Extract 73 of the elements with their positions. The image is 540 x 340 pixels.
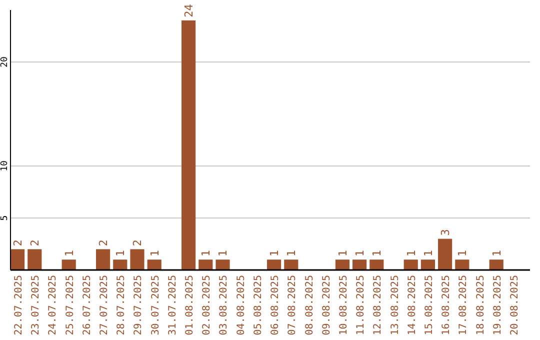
bar <box>62 260 76 270</box>
x-tick-label: 07.08.2025 <box>287 275 298 336</box>
x-tick-label: 13.08.2025 <box>390 275 401 336</box>
data-label: 2 <box>131 240 144 246</box>
x-tick-label: 25.07.2025 <box>64 275 76 336</box>
data-label: 1 <box>422 250 435 257</box>
bar <box>216 260 230 270</box>
bar <box>130 249 144 270</box>
x-tick-label: 18.08.2025 <box>475 275 486 336</box>
x-tick-label: 04.08.2025 <box>236 275 247 336</box>
data-label: 2 <box>28 240 42 246</box>
x-tick-label: 09.08.2025 <box>321 275 332 336</box>
x-tick-label: 27.07.2025 <box>99 275 110 336</box>
data-label: 1 <box>456 250 470 257</box>
data-label: 1 <box>404 250 418 257</box>
x-tick-label: 24.07.2025 <box>48 275 59 336</box>
data-label: 1 <box>216 250 230 257</box>
x-tick-label: 03.08.2025 <box>218 275 230 336</box>
bar <box>113 260 128 270</box>
bar <box>147 260 162 270</box>
bar <box>489 260 504 270</box>
data-label: 2 <box>12 240 25 246</box>
bar <box>438 238 452 270</box>
x-tick-label: 22.07.2025 <box>14 275 25 336</box>
x-tick-label: 14.08.2025 <box>406 275 418 336</box>
data-label: 2 <box>97 240 110 246</box>
data-label: 1 <box>285 250 298 257</box>
y-tick-label: 10 <box>0 160 10 172</box>
bar <box>198 260 213 270</box>
x-tick-label: 31.07.2025 <box>167 275 178 336</box>
data-label: 1 <box>62 250 76 257</box>
data-label: 1 <box>336 250 350 257</box>
bar <box>404 260 418 270</box>
x-tick-label: 12.08.2025 <box>372 275 384 336</box>
bar <box>370 260 384 270</box>
x-tick-label: 15.08.2025 <box>424 275 435 336</box>
x-tick-label: 30.07.2025 <box>150 275 162 336</box>
x-tick-label: 06.08.2025 <box>270 275 282 336</box>
data-label: 1 <box>354 250 367 257</box>
data-label: 1 <box>268 250 282 257</box>
bar <box>28 249 42 270</box>
bar <box>420 260 435 270</box>
x-tick-label: 19.08.2025 <box>492 275 504 336</box>
y-tick-label: 20 <box>0 56 10 68</box>
x-tick-label: 05.08.2025 <box>252 275 264 336</box>
bar <box>182 20 196 270</box>
x-tick-label: 01.08.2025 <box>184 275 196 336</box>
x-tick-label: 28.07.2025 <box>116 275 128 336</box>
x-tick-label: 29.07.2025 <box>133 275 144 336</box>
y-tick-label: 5 <box>0 215 10 221</box>
x-tick-label: 23.07.2025 <box>30 275 42 336</box>
data-label: 1 <box>200 250 213 257</box>
x-tick-label: 02.08.2025 <box>202 275 213 336</box>
data-label: 1 <box>148 250 162 257</box>
data-label: 1 <box>370 250 384 257</box>
bar <box>267 260 282 270</box>
bar <box>96 249 110 270</box>
bar <box>10 249 25 270</box>
x-tick-label: 16.08.2025 <box>441 275 452 336</box>
bar <box>284 260 298 270</box>
data-label: 24 <box>182 4 196 18</box>
data-label: 1 <box>114 250 128 257</box>
x-tick-label: 20.08.2025 <box>509 275 520 336</box>
bar <box>335 260 350 270</box>
x-tick-label: 10.08.2025 <box>338 275 350 336</box>
x-tick-label: 11.08.2025 <box>356 275 367 336</box>
x-tick-label: 26.07.2025 <box>82 275 93 336</box>
bar <box>455 260 470 270</box>
x-tick-label: 17.08.2025 <box>458 275 470 336</box>
data-label: 1 <box>490 250 504 257</box>
x-tick-label: 08.08.2025 <box>304 275 316 336</box>
data-label: 3 <box>439 229 452 236</box>
bar <box>352 260 367 270</box>
